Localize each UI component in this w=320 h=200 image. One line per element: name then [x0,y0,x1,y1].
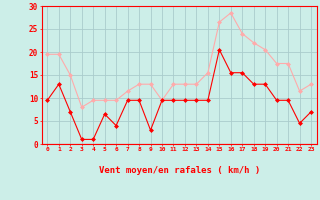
X-axis label: Vent moyen/en rafales ( km/h ): Vent moyen/en rafales ( km/h ) [99,166,260,175]
